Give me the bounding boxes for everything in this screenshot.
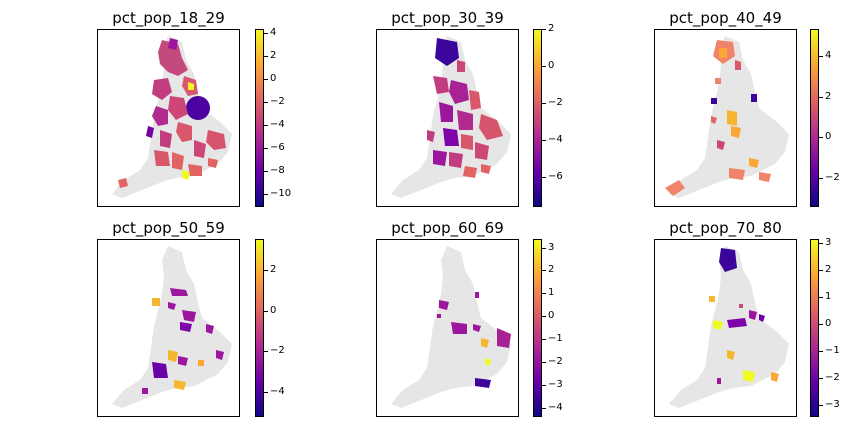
england-map — [669, 246, 789, 408]
choropleth-regions — [118, 38, 226, 188]
colorbar-tick: 2 — [825, 264, 832, 275]
map-frame — [97, 239, 240, 417]
colorbar-tick: 0 — [548, 310, 555, 321]
choropleth-regions — [437, 292, 511, 388]
colorbar-tick: 2 — [548, 23, 555, 34]
colorbar-tick: −4 — [270, 119, 285, 130]
panel-title: pct_pop_40_49 — [669, 9, 782, 27]
colorbar-tick: −2 — [548, 97, 563, 108]
choropleth-regions — [709, 248, 779, 384]
colorbar-tick: −6 — [548, 171, 563, 182]
england-map — [112, 246, 232, 408]
panel-title: pct_pop_18_29 — [112, 9, 225, 27]
colorbar-tick: 1 — [548, 287, 555, 298]
colorbar — [810, 239, 819, 417]
colorbar-tick: 2 — [825, 91, 832, 102]
colorbar-tick: 0 — [825, 131, 832, 142]
colorbar — [255, 29, 264, 207]
colorbar-tick: 2 — [270, 50, 277, 61]
colorbar-tick: 0 — [825, 318, 832, 329]
colorbar-tick: −2 — [825, 372, 840, 383]
colorbar-tick: 1 — [825, 291, 832, 302]
england-map — [112, 36, 232, 198]
colorbar-tick: 4 — [825, 50, 832, 61]
panel-title: pct_pop_60_69 — [391, 219, 504, 237]
colorbar-tick: −2 — [548, 356, 563, 367]
colorbar-tick: −6 — [270, 142, 285, 153]
colorbar-tick: 4 — [270, 27, 277, 38]
colorbar-tick: −2 — [825, 172, 840, 183]
england-outline — [391, 246, 511, 408]
panel-title: pct_pop_30_39 — [391, 9, 504, 27]
colorbar-tick: 3 — [825, 237, 832, 248]
england-map — [391, 36, 511, 198]
colorbar-tick: −2 — [270, 345, 285, 356]
colorbar-tick: 0 — [270, 305, 277, 316]
map-frame — [376, 239, 519, 417]
colorbar-tick: 0 — [270, 73, 277, 84]
colorbar-tick: 2 — [548, 264, 555, 275]
colorbar-tick: 2 — [270, 264, 277, 275]
colorbar-tick: −10 — [270, 188, 292, 199]
colorbar-tick: −4 — [548, 134, 563, 145]
england-map — [665, 36, 789, 198]
colorbar-tick: −1 — [825, 345, 840, 356]
map-frame — [654, 29, 797, 207]
england-outline — [112, 246, 232, 408]
map-frame — [654, 239, 797, 417]
colorbar — [255, 239, 264, 417]
choropleth-regions — [665, 40, 771, 196]
colorbar-tick: −3 — [825, 399, 840, 410]
colorbar-tick: 0 — [548, 60, 555, 71]
colorbar — [810, 29, 819, 207]
choropleth-regions — [142, 288, 224, 394]
colorbar — [533, 239, 542, 417]
england-map — [391, 246, 511, 408]
panel-title: pct_pop_70_80 — [669, 219, 782, 237]
choropleth-regions — [427, 38, 503, 178]
colorbar-tick: −3 — [548, 379, 563, 390]
panel-title: pct_pop_50_59 — [112, 219, 225, 237]
colorbar — [533, 29, 542, 207]
map-frame — [97, 29, 240, 207]
colorbar-tick: 3 — [548, 242, 555, 253]
colorbar-tick: −8 — [270, 165, 285, 176]
colorbar-tick: −4 — [270, 386, 285, 397]
colorbar-tick: −1 — [548, 333, 563, 344]
map-frame — [376, 29, 519, 207]
colorbar-tick: −4 — [548, 402, 563, 413]
colorbar-tick: −2 — [270, 96, 285, 107]
